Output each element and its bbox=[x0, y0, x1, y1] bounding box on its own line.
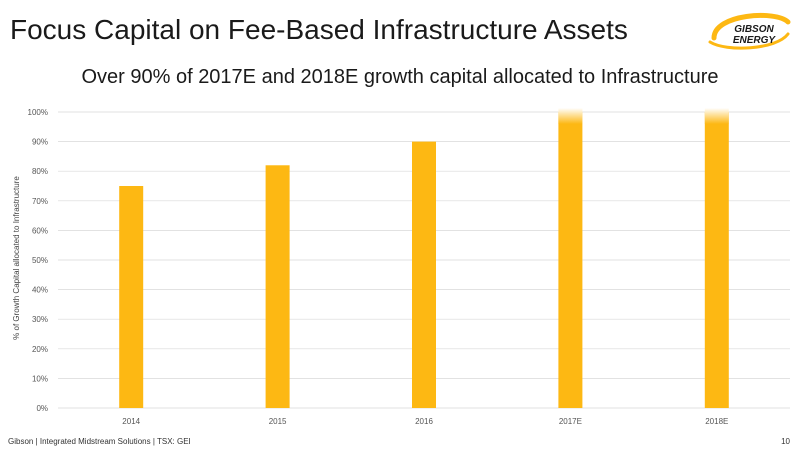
bars bbox=[119, 106, 729, 408]
x-tick-label: 2014 bbox=[122, 417, 140, 426]
company-logo: GIBSON ENERGY bbox=[708, 12, 791, 50]
y-tick-label: 80% bbox=[32, 167, 48, 176]
y-tick-label: 70% bbox=[32, 197, 48, 206]
x-tick-label: 2018E bbox=[705, 417, 728, 426]
x-tick-label: 2015 bbox=[269, 417, 287, 426]
y-tick-label: 0% bbox=[36, 404, 48, 413]
y-tick-label: 10% bbox=[32, 374, 48, 383]
logo-text-top: GIBSON bbox=[734, 24, 774, 35]
bar-2018e bbox=[704, 112, 729, 408]
y-tick-label: 50% bbox=[32, 256, 48, 265]
logo-text-bottom: ENERGY bbox=[733, 35, 777, 46]
page-title: Focus Capital on Fee-Based Infrastructur… bbox=[10, 14, 628, 45]
x-tick-label: 2016 bbox=[415, 417, 433, 426]
x-axis-ticks: 2014 2015 2016 2017E 2018E bbox=[122, 417, 728, 426]
y-tick-label: 20% bbox=[32, 345, 48, 354]
y-axis-label: % of Growth Capital allocated to Infrast… bbox=[12, 176, 21, 340]
bar-2014 bbox=[119, 186, 144, 408]
y-tick-label: 90% bbox=[32, 138, 48, 147]
bar-2016 bbox=[412, 141, 436, 408]
page-number: 10 bbox=[781, 437, 790, 446]
footer-text: Gibson | Integrated Midstream Solutions … bbox=[8, 437, 191, 446]
chart-title: Over 90% of 2017E and 2018E growth capit… bbox=[81, 66, 719, 88]
y-tick-label: 100% bbox=[28, 108, 48, 117]
y-axis-ticks: 0% 10% 20% 30% 40% 50% 60% 70% 80% 90% 100% bbox=[28, 108, 48, 413]
bar-fade-top bbox=[558, 108, 583, 124]
bar-2015 bbox=[265, 165, 290, 408]
y-tick-label: 40% bbox=[32, 286, 48, 295]
x-tick-label: 2017E bbox=[559, 417, 582, 426]
bar-fade-top bbox=[704, 108, 729, 124]
bar-2017e bbox=[558, 112, 583, 408]
bar-chart: 0%10%20%30%40%50%60%70%80%90%100% 2014 20… bbox=[12, 106, 790, 426]
y-tick-label: 30% bbox=[32, 315, 48, 324]
y-tick-label: 60% bbox=[32, 226, 48, 235]
